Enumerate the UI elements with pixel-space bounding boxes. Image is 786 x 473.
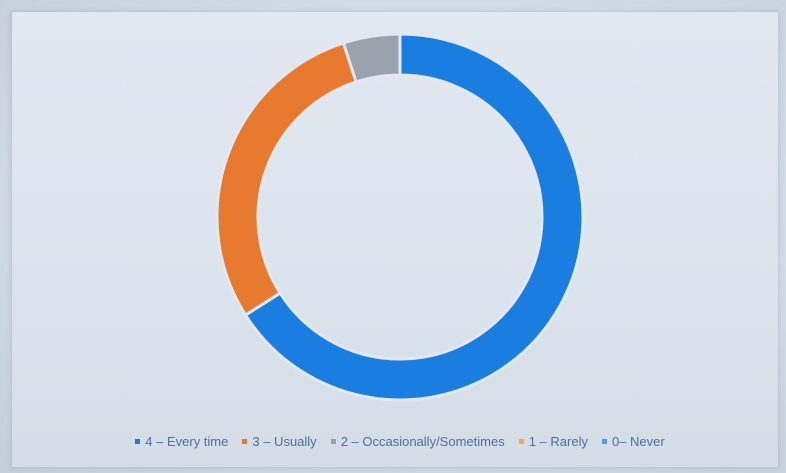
chart-legend: 4 – Every time 3 – Usually 2 – Occasionall… <box>40 430 760 452</box>
legend-item-4: 0– Never <box>601 433 665 449</box>
legend-item-1: 3 – Usually <box>242 433 317 449</box>
legend-swatch <box>242 438 248 444</box>
slice-2 <box>341 32 402 84</box>
legend-label: 1 – Rarely <box>528 433 588 449</box>
legend-item-0: 4 – Every time <box>135 434 228 449</box>
legend-label: 4 – Every time <box>145 433 229 449</box>
slice-0 <box>243 32 585 402</box>
legend-label: 2 – Occasionally/Sometimes <box>340 433 505 449</box>
donut-slices <box>215 32 585 402</box>
legend-swatch <box>330 438 336 444</box>
slice-1 <box>215 41 359 318</box>
legend-swatch <box>518 438 524 444</box>
legend-label: 0– Never <box>611 433 665 449</box>
legend-item-3: 1 – Rarely <box>518 433 588 449</box>
legend-item-2: 2 – Occasionally/Sometimes <box>330 433 505 449</box>
legend-swatch <box>135 438 141 444</box>
legend-swatch <box>601 438 607 444</box>
legend-label: 3 – Usually <box>252 433 317 449</box>
